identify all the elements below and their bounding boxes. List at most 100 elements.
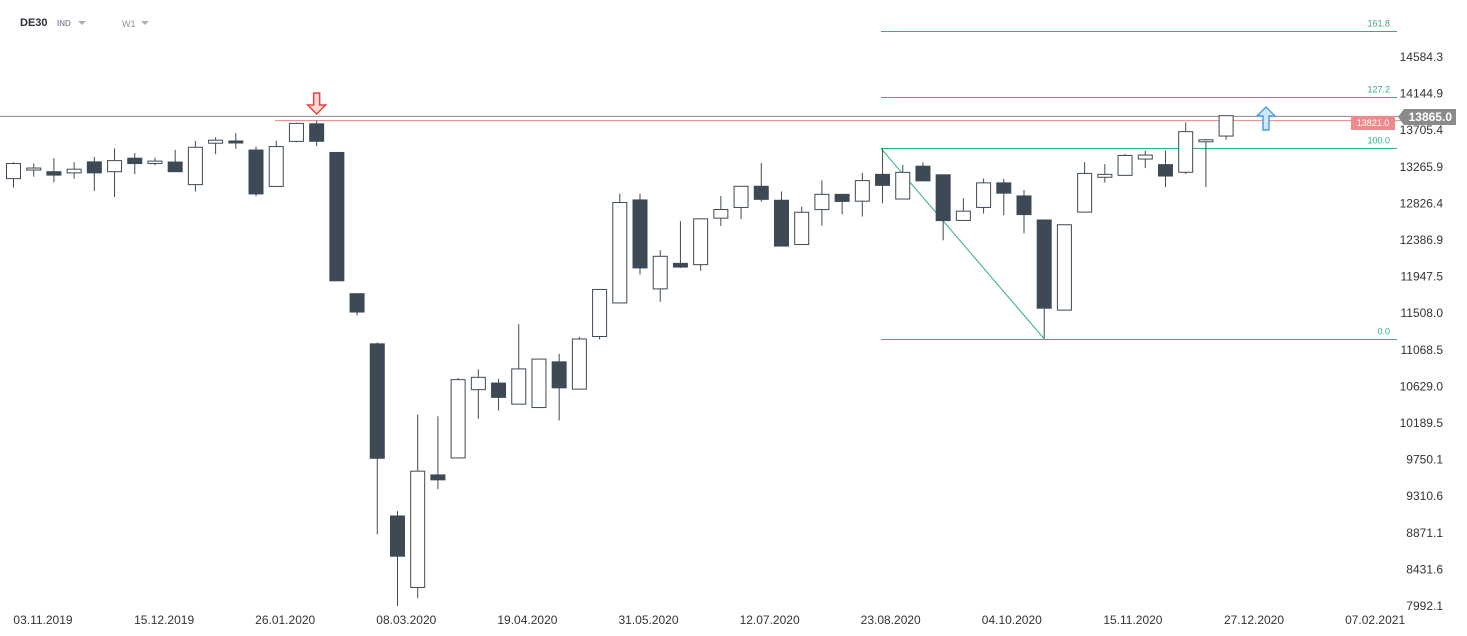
candle	[369, 342, 385, 535]
candle-body	[652, 255, 668, 290]
candle	[935, 174, 951, 241]
candle	[6, 162, 21, 188]
candle	[1218, 115, 1234, 140]
symbol-dropdown-icon[interactable]	[78, 21, 86, 25]
candle-body	[713, 209, 729, 219]
timeframe-label[interactable]: W1	[122, 19, 136, 29]
candle-body	[86, 161, 102, 174]
candle-body	[854, 180, 870, 202]
candle-body	[147, 160, 163, 165]
candle-body	[996, 182, 1012, 194]
candle	[66, 162, 82, 179]
candle	[127, 152, 143, 175]
candle	[228, 133, 244, 149]
candle	[187, 140, 203, 192]
candle	[976, 178, 992, 214]
y-tick-label: 10189.5	[1400, 416, 1444, 430]
candle-body	[976, 182, 992, 208]
candle-body	[187, 146, 203, 186]
y-tick-label: 9750.1	[1406, 453, 1443, 467]
candle-body	[1218, 115, 1234, 137]
candle-body	[531, 358, 547, 409]
candle-body	[107, 160, 123, 173]
candle	[612, 193, 628, 304]
candle	[794, 206, 810, 245]
candle	[329, 151, 345, 282]
candle-body	[1157, 164, 1173, 177]
candle	[147, 157, 163, 166]
timeframe-dropdown-icon[interactable]	[141, 21, 149, 25]
candle-body	[895, 171, 911, 200]
y-tick-label: 13265.9	[1400, 160, 1444, 174]
fib-level-label: 0.0	[1377, 327, 1390, 337]
candle-body	[1016, 195, 1032, 216]
candle	[753, 162, 769, 202]
y-tick-label: 13705.4	[1400, 123, 1444, 137]
candle	[1178, 122, 1194, 174]
candle-body	[612, 202, 628, 304]
candle-body	[389, 515, 405, 557]
candle-body	[309, 123, 325, 142]
symbol-label[interactable]: DE30	[20, 17, 48, 29]
x-tick-label: 15.11.2020	[1103, 613, 1162, 627]
candle-body	[794, 211, 810, 245]
candle	[389, 511, 405, 607]
candle-body	[632, 199, 648, 269]
candle-body	[551, 361, 567, 389]
candle-body	[46, 171, 62, 176]
candle	[875, 148, 891, 204]
candle	[248, 146, 264, 197]
candle	[672, 221, 688, 268]
current-price-label: 13865.0	[1409, 110, 1453, 124]
candle-body	[834, 193, 850, 202]
candle	[1137, 150, 1153, 169]
up-arrow-icon	[1255, 105, 1277, 131]
candle	[309, 120, 325, 147]
candles-layer	[6, 115, 1234, 607]
fib-level-label: 127.2	[1367, 85, 1390, 95]
x-tick-label: 08.03.2020	[376, 613, 436, 627]
candle	[592, 288, 608, 340]
candle-body	[592, 288, 608, 338]
x-tick-label: 03.11.2019	[13, 613, 72, 627]
candle-body	[470, 376, 486, 391]
x-tick-label: 27.12.2020	[1224, 613, 1284, 627]
candle-body	[1198, 139, 1214, 143]
candle-body	[329, 151, 345, 282]
instrument-type-label: IND	[57, 19, 71, 28]
candle	[1157, 150, 1173, 188]
candle	[1016, 190, 1032, 234]
candle	[632, 193, 648, 275]
candle-body	[1056, 224, 1072, 311]
y-tick-label: 14584.3	[1400, 50, 1444, 64]
y-tick-label: 11508.0	[1401, 306, 1444, 320]
candle-body	[1117, 154, 1133, 176]
candle-body	[349, 293, 365, 313]
y-tick-label: 11947.5	[1401, 270, 1444, 284]
candle-body	[450, 379, 466, 459]
candle	[652, 250, 668, 302]
level-price-badge	[1351, 116, 1395, 130]
x-tick-label: 07.02.2021	[1345, 613, 1405, 627]
candle-body	[26, 167, 42, 171]
arrows-layer	[305, 92, 1277, 131]
price-badges: 13865.0 13821.0	[1351, 109, 1456, 130]
candle-body	[491, 382, 507, 398]
y-tick-label: 9310.6	[1406, 489, 1443, 503]
candle	[268, 140, 284, 187]
x-tick-label: 04.10.2020	[982, 613, 1042, 627]
candle-body	[1077, 172, 1093, 213]
y-tick-label: 11068.5	[1401, 343, 1444, 357]
candle	[854, 172, 870, 217]
y-tick-label: 12826.4	[1400, 196, 1444, 210]
candle	[531, 358, 547, 409]
fib-level-label: 100.0	[1367, 136, 1390, 146]
y-axis: 14584.3 14144.9 13705.4 13265.9 12826.4 12386…	[1400, 50, 1444, 613]
candle	[86, 157, 102, 191]
candle	[693, 218, 709, 271]
candle	[167, 149, 183, 173]
candle	[1097, 164, 1113, 183]
level-price-label: 13821.0	[1357, 118, 1390, 128]
candle	[470, 369, 486, 419]
